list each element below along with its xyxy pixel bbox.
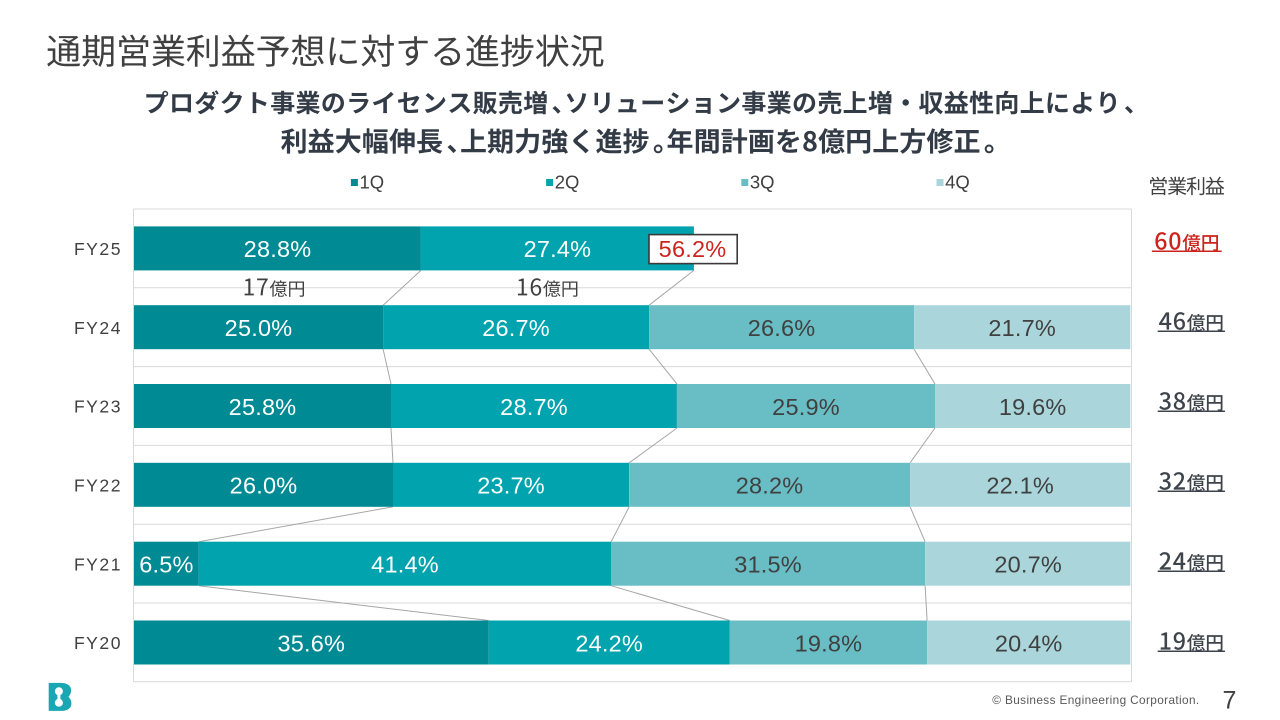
svg-text:26.0%: 26.0%	[230, 473, 298, 499]
svg-text:35.6%: 35.6%	[277, 630, 345, 656]
svg-text:28.7%: 28.7%	[500, 394, 568, 420]
svg-text:25.0%: 25.0%	[225, 315, 293, 341]
svg-text:20.7%: 20.7%	[994, 552, 1062, 578]
svg-text:23.7%: 23.7%	[477, 473, 545, 499]
svg-text:56.2%: 56.2%	[659, 236, 727, 262]
svg-text:© Business Engineering Corpora: © Business Engineering Corporation.	[992, 693, 1199, 707]
svg-text:FY24: FY24	[74, 318, 122, 338]
svg-text:FY22: FY22	[74, 476, 122, 496]
svg-text:7: 7	[1223, 686, 1237, 714]
svg-text:28.8%: 28.8%	[244, 236, 312, 262]
svg-text:24.2%: 24.2%	[575, 630, 643, 656]
svg-text:FY25: FY25	[74, 239, 122, 259]
svg-text:FY23: FY23	[74, 397, 122, 417]
svg-text:25.8%: 25.8%	[229, 394, 297, 420]
svg-text:28.2%: 28.2%	[736, 473, 804, 499]
svg-text:1Q: 1Q	[360, 172, 385, 193]
svg-text:41.4%: 41.4%	[371, 552, 439, 578]
svg-text:26.6%: 26.6%	[748, 315, 816, 341]
svg-text:4Q: 4Q	[945, 172, 970, 193]
svg-text:27.4%: 27.4%	[524, 236, 592, 262]
svg-text:FY21: FY21	[74, 554, 122, 574]
svg-text:3Q: 3Q	[750, 172, 775, 193]
svg-text:6.5%: 6.5%	[139, 552, 193, 578]
svg-text:21.7%: 21.7%	[988, 315, 1056, 341]
svg-text:26.7%: 26.7%	[482, 315, 550, 341]
svg-text:25.9%: 25.9%	[772, 394, 840, 420]
svg-text:31.5%: 31.5%	[734, 552, 802, 578]
svg-text:22.1%: 22.1%	[986, 473, 1054, 499]
svg-text:FY20: FY20	[74, 633, 122, 653]
svg-text:20.4%: 20.4%	[995, 630, 1063, 656]
svg-text:2Q: 2Q	[555, 172, 580, 193]
svg-text:19.8%: 19.8%	[795, 630, 863, 656]
svg-text:19.6%: 19.6%	[999, 394, 1067, 420]
